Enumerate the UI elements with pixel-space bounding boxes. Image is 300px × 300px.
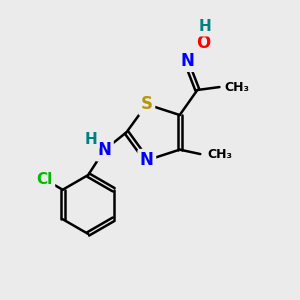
Text: O: O xyxy=(196,34,210,52)
Text: H: H xyxy=(85,132,98,147)
Text: N: N xyxy=(140,151,154,169)
Text: N: N xyxy=(180,52,194,70)
Text: H: H xyxy=(198,19,211,34)
Text: Cl: Cl xyxy=(37,172,53,187)
Text: CH₃: CH₃ xyxy=(208,148,233,160)
Text: N: N xyxy=(98,141,111,159)
Text: CH₃: CH₃ xyxy=(224,81,249,94)
Text: S: S xyxy=(141,95,153,113)
